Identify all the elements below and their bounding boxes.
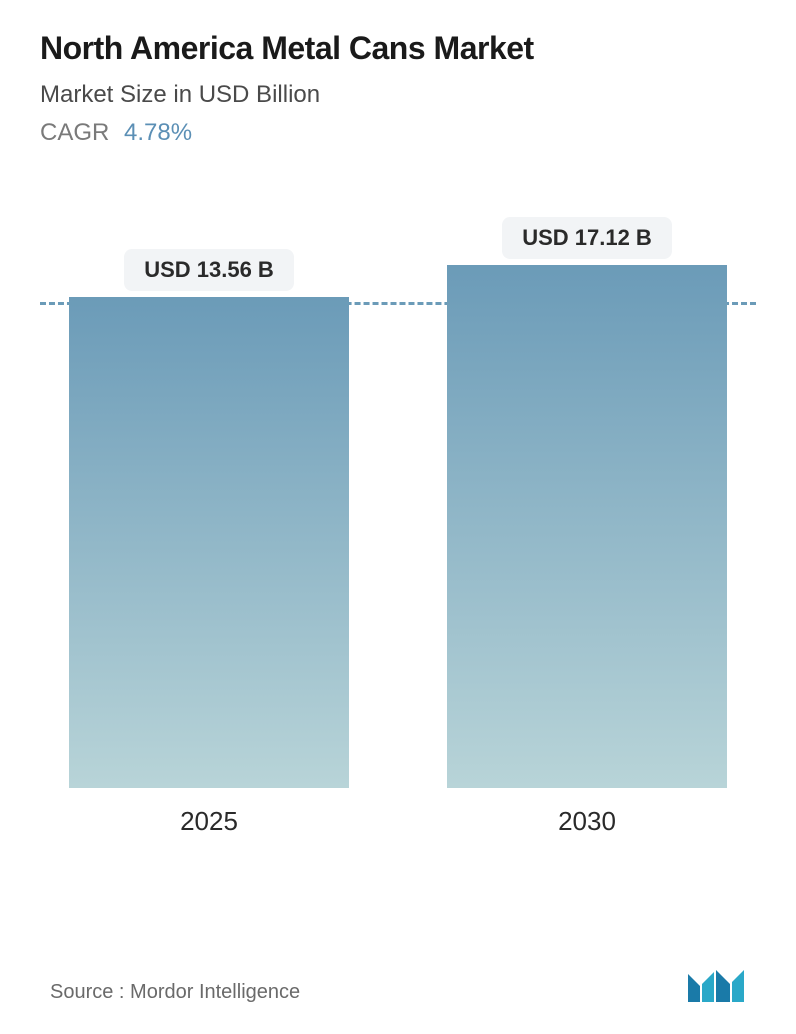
footer: Source : Mordor Intelligence (40, 964, 756, 1014)
x-axis-label: 2025 (180, 806, 238, 837)
cagr-line: CAGR 4.78% (40, 119, 756, 147)
bar (447, 265, 727, 788)
subtitle: Market Size in USD Billion (40, 81, 756, 109)
source-text: Source : Mordor Intelligence (50, 981, 300, 1004)
brand-logo-icon (686, 964, 746, 1004)
bar-value-label: USD 17.12 B (502, 217, 672, 259)
bars-wrap: USD 13.56 B 2025 USD 17.12 B 2030 (50, 217, 746, 837)
x-axis-label: 2030 (558, 806, 616, 837)
cagr-label: CAGR (40, 119, 109, 146)
cagr-value: 4.78% (124, 119, 192, 146)
chart-container: North America Metal Cans Market Market S… (0, 0, 796, 1034)
bar (69, 297, 349, 788)
bar-value-label: USD 13.56 B (124, 249, 294, 291)
page-title: North America Metal Cans Market (40, 30, 756, 67)
chart-area: USD 13.56 B 2025 USD 17.12 B 2030 (40, 177, 756, 964)
bar-group: USD 13.56 B 2025 (50, 217, 368, 837)
bar-group: USD 17.12 B 2030 (428, 217, 746, 837)
